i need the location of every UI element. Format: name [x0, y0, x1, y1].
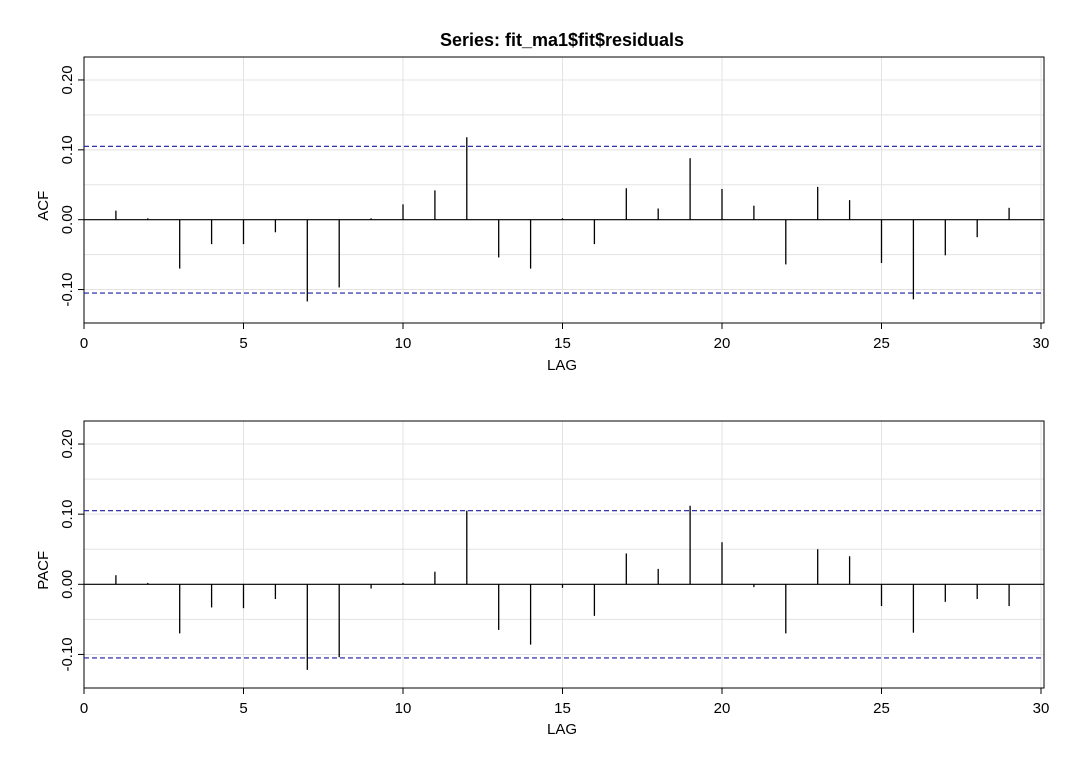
pacf-xtick-label-0: 0	[80, 700, 88, 717]
acf-frame	[83, 56, 1045, 324]
acf-ytick-label-3: 0.20	[59, 65, 76, 94]
acf-xtick-label-20: 20	[714, 335, 731, 352]
pacf-xtick-label-15: 15	[554, 700, 571, 717]
pacf-y-axis-label: PACF	[35, 551, 52, 590]
acf-y-axis-label: ACF	[35, 191, 52, 221]
pacf-xtick-label-20: 20	[714, 700, 731, 717]
acf-xtick-label-5: 5	[239, 335, 247, 352]
acf-xtick-label-30: 30	[1033, 335, 1050, 352]
pacf-xtick-label-30: 30	[1033, 700, 1050, 717]
pacf-xtick-label-5: 5	[239, 700, 247, 717]
pacf-x-axis-label: LAG	[547, 721, 577, 738]
acf-panel: 0 5 10 15 20 25 30 -0.10 0.00 0.10 0.20 LAG ACF	[35, 56, 1050, 374]
pacf-ytick-label-0: -0.10	[59, 637, 76, 671]
pacf-xtick-label-10: 10	[395, 700, 412, 717]
pacf-ytick-label-3: 0.20	[59, 429, 76, 458]
acf-xtick-label-15: 15	[554, 335, 571, 352]
pacf-frame	[83, 420, 1045, 689]
pacf-xtick-label-25: 25	[873, 700, 890, 717]
acf-ytick-label-0: -0.10	[59, 272, 76, 306]
acf-ytick-label-1: 0.00	[59, 205, 76, 234]
acf-xtick-label-10: 10	[395, 335, 412, 352]
acf-ytick-label-2: 0.10	[59, 135, 76, 164]
acf-xtick-label-25: 25	[873, 335, 890, 352]
acf-x-axis-label: LAG	[547, 357, 577, 374]
pacf-panel: 0 5 10 15 20 25 30 -0.10 0.00 0.10 0.20 LAG PACF	[35, 420, 1050, 738]
chart-title: Series: fit_ma1$fit$residuals	[440, 30, 684, 50]
acf-xtick-label-0: 0	[80, 335, 88, 352]
pacf-ytick-label-2: 0.10	[59, 500, 76, 529]
pacf-ytick-label-1: 0.00	[59, 570, 76, 599]
